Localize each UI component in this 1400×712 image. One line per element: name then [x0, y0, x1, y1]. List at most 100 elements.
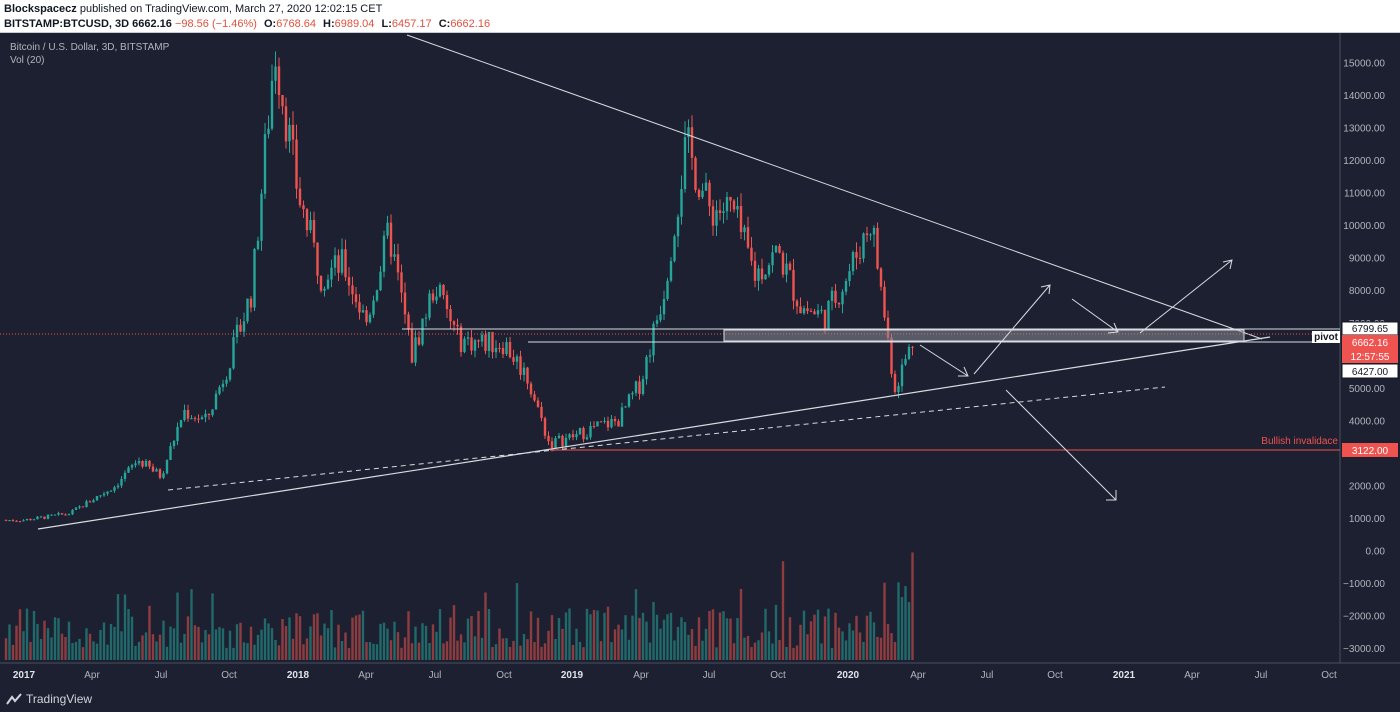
- candle-body: [526, 367, 529, 384]
- candle-body: [655, 320, 659, 324]
- price-tick-label: 5000.00: [1349, 384, 1386, 395]
- time-tick-label: Oct: [221, 670, 237, 681]
- candle-body: [550, 441, 554, 449]
- candle-body: [438, 284, 442, 297]
- last-price: 6662.16: [132, 18, 172, 30]
- time-tick-label: Jul: [155, 670, 168, 681]
- candle-body: [379, 271, 382, 291]
- volume-bar: [123, 594, 127, 660]
- candle-body: [85, 501, 88, 508]
- volume-bar: [869, 611, 872, 660]
- volume-bar: [92, 641, 95, 660]
- volume-bar: [456, 640, 459, 660]
- candle-body: [239, 324, 242, 332]
- time-tick-label: 2021: [1113, 670, 1136, 681]
- candle-body: [641, 379, 645, 394]
- candle-body: [246, 298, 249, 322]
- candle-body: [428, 293, 431, 318]
- volume-bar: [711, 609, 715, 660]
- time-axis[interactable]: 2017 Apr Jul Oct 2018 Apr Jul Oct 2019 Apr Jul Oct 2…: [13, 670, 1337, 681]
- symbol-label[interactable]: BITSTAMP:BTCUSD, 3D: [4, 18, 130, 30]
- volume-bar: [155, 641, 158, 660]
- candle-body: [74, 507, 78, 510]
- candle-body: [354, 294, 358, 303]
- volume-bar: [554, 638, 557, 660]
- candle-body: [802, 308, 806, 314]
- volume-bar: [589, 614, 592, 660]
- candle-body: [403, 292, 407, 315]
- volume-bar: [578, 641, 582, 660]
- chart-legend-volume[interactable]: Vol (20): [10, 55, 45, 66]
- candle-body: [697, 189, 701, 198]
- candle-body: [704, 182, 708, 191]
- candle-body: [543, 418, 547, 436]
- volume-bar: [228, 630, 232, 660]
- candle-body: [431, 293, 435, 301]
- candle-body: [463, 338, 466, 352]
- chart-legend-title[interactable]: Bitcoin / U.S. Dollar, 3D, BITSTAMP: [10, 42, 170, 53]
- scenario-arrows[interactable]: [919, 259, 1233, 501]
- volume-bar: [235, 624, 239, 660]
- candle-body: [715, 210, 718, 226]
- volume-bar: [620, 629, 624, 660]
- volume-bar: [102, 622, 106, 660]
- candle-body: [435, 296, 438, 301]
- support-trendline[interactable]: [37, 336, 1271, 530]
- candle-body: [204, 413, 207, 418]
- tradingview-brand[interactable]: TradingView: [6, 692, 92, 706]
- volume-bar: [50, 637, 53, 660]
- candle-body: [375, 290, 379, 301]
- last-price-label: 6662.16: [1352, 338, 1389, 349]
- volume-bar: [673, 640, 676, 660]
- candle-body: [358, 302, 361, 313]
- volume-bar: [67, 621, 71, 660]
- volume-bar: [739, 589, 743, 660]
- candle-body: [767, 265, 771, 275]
- volume-bar: [99, 629, 102, 660]
- candle-body: [480, 334, 484, 342]
- candle-body: [687, 127, 690, 138]
- volume-bar: [64, 636, 67, 660]
- volume-bar: [78, 638, 81, 660]
- candle-body: [837, 302, 841, 305]
- candle-body: [515, 356, 519, 362]
- volume-bar: [596, 610, 599, 660]
- candle-body: [260, 193, 263, 241]
- candle-body: [893, 373, 897, 393]
- volume-bar: [277, 645, 281, 660]
- candle-body: [445, 295, 449, 310]
- pivot-zone[interactable]: [723, 329, 1245, 342]
- volume-bar: [379, 623, 382, 660]
- candle-body: [197, 418, 200, 420]
- volume-bar: [855, 615, 858, 660]
- resistance-trendline[interactable]: [406, 34, 1263, 340]
- volume-bars: [4, 552, 914, 660]
- author-name[interactable]: Blockspacecz: [4, 3, 77, 15]
- candle-body: [746, 227, 750, 248]
- volume-bar: [319, 635, 323, 660]
- candle-body: [809, 311, 813, 313]
- volume-bar: [844, 640, 848, 660]
- volume-bar: [218, 627, 221, 660]
- candle-body: [827, 300, 830, 330]
- volume-bar: [827, 608, 830, 660]
- volume-bar: [624, 615, 627, 660]
- candle-body: [501, 348, 505, 355]
- volume-bar: [799, 624, 802, 660]
- volume-bar: [498, 628, 501, 660]
- low-value: 6457.17: [391, 18, 432, 30]
- candle-body: [491, 332, 494, 353]
- price-chart[interactable]: 15000.00 14000.00 13000.00 12000.00 11000.00…: [0, 33, 1400, 688]
- candle-body: [270, 80, 274, 129]
- candle-body: [659, 314, 662, 321]
- volume-bar: [484, 592, 487, 660]
- candle-body: [869, 234, 872, 236]
- volume-bar: [4, 638, 8, 660]
- invalidation-label: Bullish invalidace: [1261, 436, 1338, 447]
- volume-bar: [638, 617, 641, 660]
- candle-body: [249, 298, 253, 308]
- volume-bar: [256, 634, 260, 660]
- candle-body: [141, 460, 144, 467]
- candle-body: [736, 205, 739, 210]
- candle-body: [452, 321, 456, 325]
